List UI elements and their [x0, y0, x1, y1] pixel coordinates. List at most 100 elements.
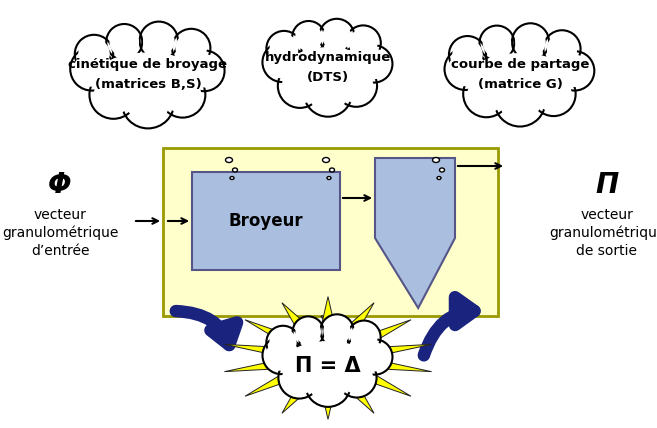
Circle shape — [495, 75, 545, 127]
Bar — [163, 148, 498, 316]
Ellipse shape — [289, 47, 367, 83]
Polygon shape — [321, 390, 334, 419]
Ellipse shape — [327, 176, 331, 179]
Circle shape — [348, 321, 380, 354]
Circle shape — [319, 19, 354, 54]
Text: cinétique de broyage: cinétique de broyage — [68, 57, 227, 71]
Text: de sortie: de sortie — [576, 244, 637, 258]
Circle shape — [172, 29, 210, 67]
Circle shape — [295, 24, 322, 51]
Circle shape — [543, 30, 581, 67]
Text: vecteur: vecteur — [34, 208, 87, 222]
Circle shape — [558, 55, 591, 87]
Polygon shape — [380, 345, 432, 355]
Text: courbe de partage: courbe de partage — [451, 57, 589, 71]
Circle shape — [89, 71, 137, 119]
Circle shape — [78, 38, 110, 70]
Circle shape — [106, 24, 142, 60]
Circle shape — [266, 31, 302, 66]
Circle shape — [279, 357, 320, 398]
Circle shape — [143, 25, 175, 56]
Ellipse shape — [230, 176, 234, 179]
Polygon shape — [367, 320, 411, 341]
Circle shape — [480, 26, 514, 60]
Circle shape — [532, 72, 576, 116]
Circle shape — [339, 69, 373, 103]
Circle shape — [296, 319, 321, 345]
Circle shape — [467, 75, 505, 113]
Circle shape — [337, 358, 376, 398]
FancyArrowPatch shape — [424, 297, 474, 355]
Circle shape — [263, 337, 300, 374]
Ellipse shape — [281, 336, 375, 380]
Text: granulométrique: granulométrique — [549, 226, 657, 240]
Circle shape — [357, 339, 392, 374]
Polygon shape — [321, 297, 334, 326]
Circle shape — [359, 48, 389, 79]
Circle shape — [309, 365, 347, 403]
Ellipse shape — [465, 48, 575, 97]
Ellipse shape — [432, 158, 440, 163]
Ellipse shape — [101, 53, 196, 92]
Circle shape — [535, 76, 572, 112]
Circle shape — [340, 362, 373, 394]
Text: (DTS): (DTS) — [307, 71, 349, 83]
Circle shape — [449, 36, 486, 73]
Circle shape — [75, 35, 113, 73]
Circle shape — [321, 314, 353, 348]
Polygon shape — [225, 345, 275, 355]
Circle shape — [555, 51, 595, 91]
Circle shape — [184, 51, 225, 91]
Circle shape — [164, 76, 201, 113]
Circle shape — [305, 361, 351, 407]
Circle shape — [515, 27, 546, 57]
Circle shape — [126, 80, 170, 124]
Circle shape — [282, 361, 316, 395]
Circle shape — [445, 48, 486, 90]
Circle shape — [292, 316, 324, 348]
Circle shape — [448, 52, 482, 86]
Polygon shape — [282, 303, 310, 331]
Circle shape — [74, 51, 110, 87]
Polygon shape — [367, 375, 411, 396]
Ellipse shape — [288, 341, 368, 375]
Circle shape — [346, 25, 381, 61]
Polygon shape — [375, 158, 455, 308]
Circle shape — [139, 21, 178, 60]
Circle shape — [483, 29, 511, 57]
Ellipse shape — [440, 168, 445, 172]
Circle shape — [512, 23, 549, 60]
Circle shape — [349, 29, 378, 57]
Ellipse shape — [91, 47, 205, 98]
Circle shape — [187, 54, 221, 88]
Text: (matrices B,S): (matrices B,S) — [95, 77, 202, 90]
Polygon shape — [245, 320, 289, 341]
Circle shape — [269, 34, 298, 63]
Ellipse shape — [437, 176, 441, 179]
Text: (matrice G): (matrice G) — [478, 77, 562, 90]
FancyArrowPatch shape — [176, 311, 237, 345]
Circle shape — [266, 46, 298, 78]
Circle shape — [304, 68, 352, 117]
Circle shape — [94, 75, 133, 114]
Text: Π = Δ: Π = Δ — [295, 356, 361, 376]
Text: d’entrée: d’entrée — [31, 244, 89, 258]
Ellipse shape — [323, 158, 330, 163]
Circle shape — [175, 32, 207, 64]
Circle shape — [547, 33, 578, 64]
Ellipse shape — [225, 158, 233, 163]
Circle shape — [292, 21, 325, 54]
Circle shape — [323, 22, 351, 51]
Circle shape — [278, 64, 322, 108]
Text: vecteur: vecteur — [581, 208, 633, 222]
Circle shape — [323, 317, 351, 345]
Circle shape — [308, 73, 348, 112]
Polygon shape — [282, 385, 310, 413]
Text: hydrodynamique: hydrodynamique — [265, 51, 391, 63]
Polygon shape — [346, 303, 374, 331]
Circle shape — [452, 39, 483, 70]
Circle shape — [282, 68, 318, 104]
Polygon shape — [245, 375, 289, 396]
Circle shape — [463, 71, 510, 117]
Ellipse shape — [233, 168, 237, 172]
